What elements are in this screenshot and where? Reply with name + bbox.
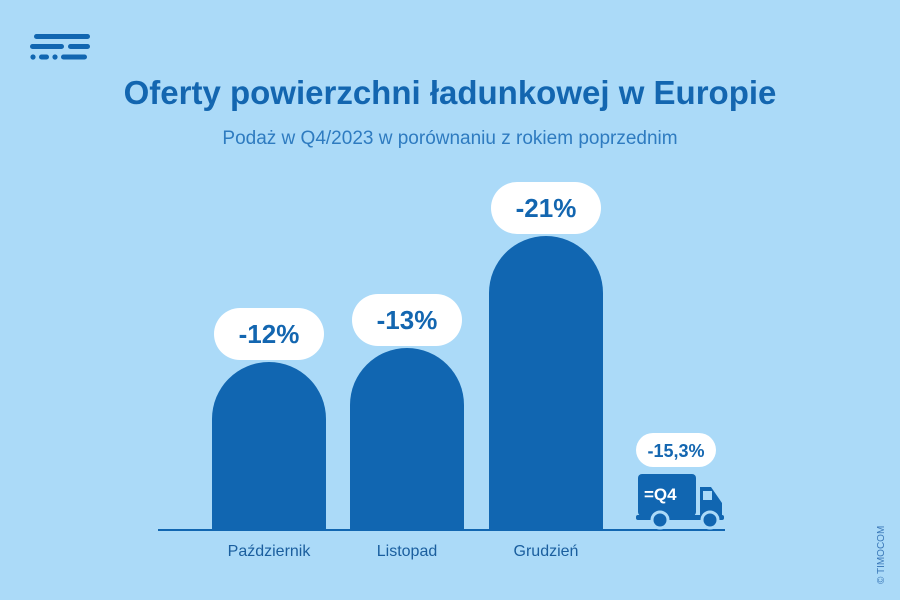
- copyright-label: © TIMOCOM: [876, 525, 887, 584]
- value-label-bg-2: [352, 294, 462, 346]
- chart-title: Oferty powierzchni ładunkowej w Europie: [123, 74, 777, 111]
- chart-subtitle: Podaż w Q4/2023 w porównaniu z rokiem po…: [222, 128, 678, 149]
- value-label-bg-1: [214, 308, 324, 360]
- bar-3: [489, 236, 603, 530]
- value-label-bg-3: [491, 182, 601, 234]
- summary-label: =Q4: [644, 485, 677, 504]
- summary-value-bg: [636, 433, 716, 467]
- value-label-1: -12%: [239, 319, 300, 349]
- summary-value-label: -15,3%: [647, 441, 704, 461]
- category-label-2: Listopad: [377, 543, 438, 560]
- category-label-3: Grudzień: [514, 543, 579, 560]
- bar-1: [212, 362, 326, 530]
- category-label-1: Październik: [228, 543, 312, 560]
- bar-2: [350, 348, 464, 530]
- truck-icon: [636, 474, 724, 530]
- value-label-3: -21%: [516, 193, 577, 223]
- value-label-2: -13%: [377, 305, 438, 335]
- timocom-logo-icon: [30, 34, 90, 60]
